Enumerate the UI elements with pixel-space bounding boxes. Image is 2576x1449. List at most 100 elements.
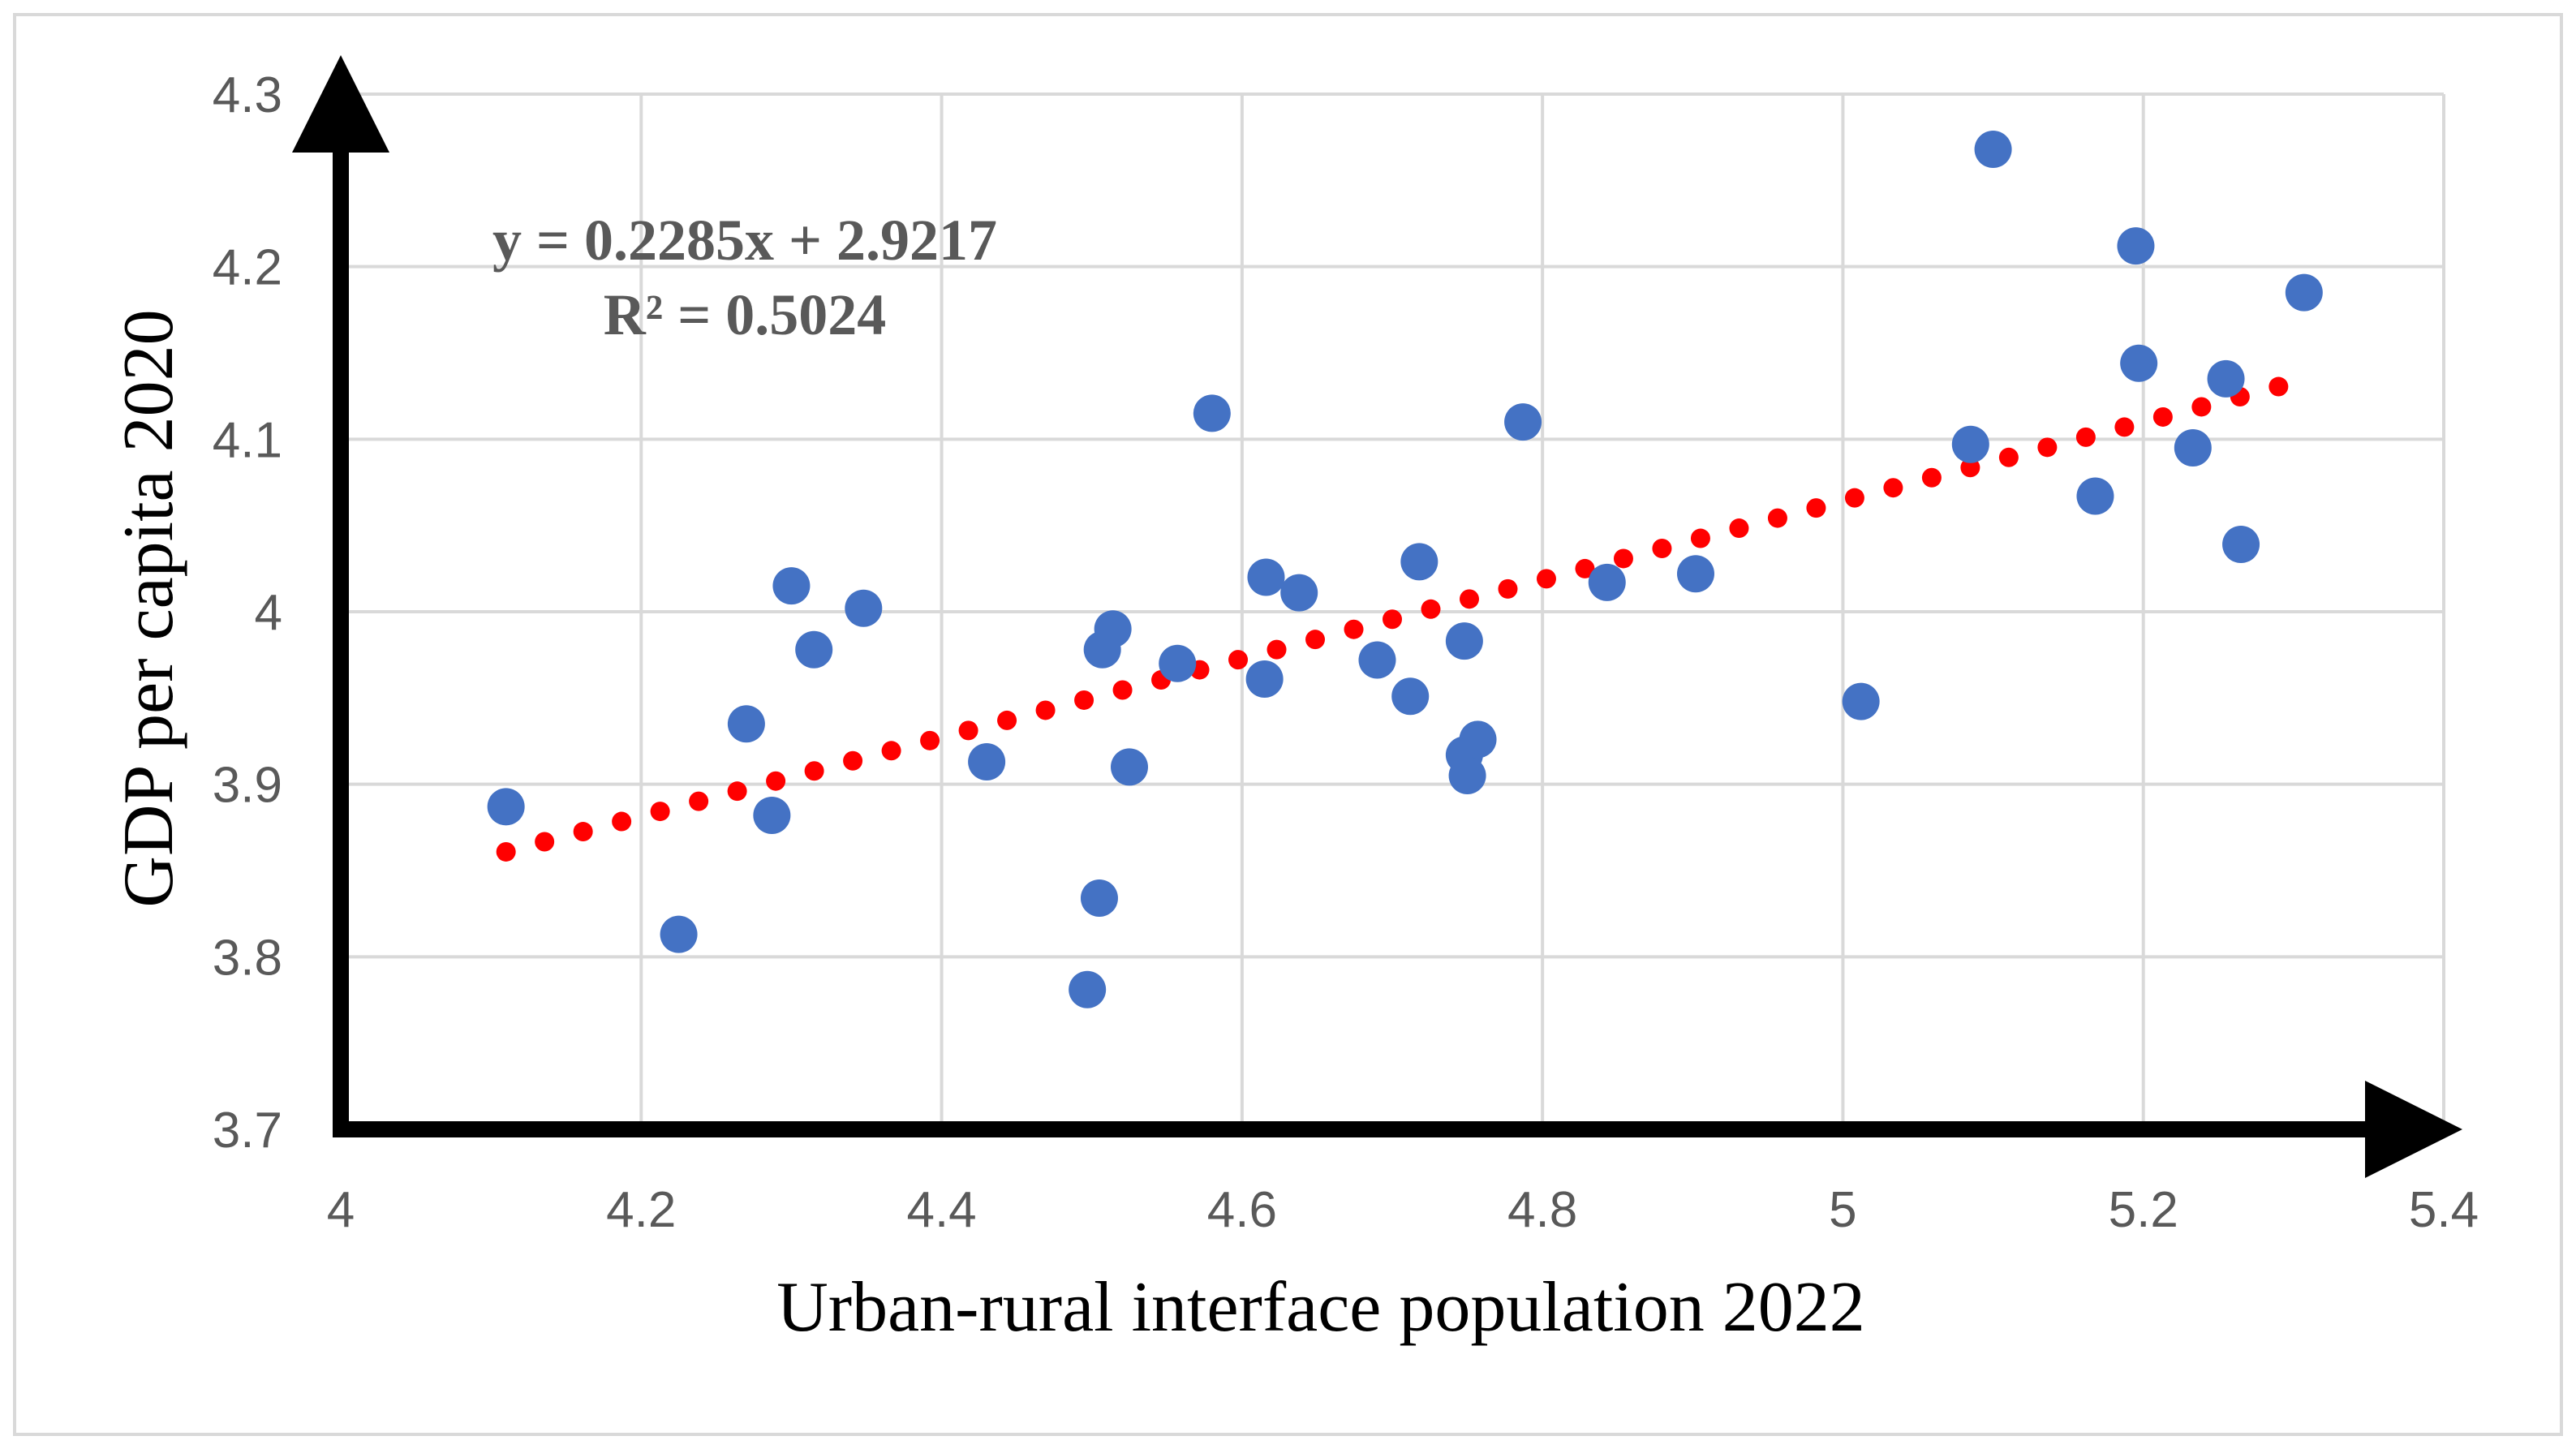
trendline-dot [1112, 680, 1133, 700]
trendline-dot [650, 802, 670, 822]
data-point-1 [487, 788, 525, 826]
trendline-dot [1305, 630, 1326, 650]
y-tick-label-0: 3.7 [213, 1103, 282, 1159]
trendline-dot [881, 741, 901, 761]
data-point-3 [727, 705, 765, 743]
data-point-26 [1504, 403, 1542, 441]
data-point-9 [1069, 970, 1107, 1008]
trendline-dot [804, 761, 824, 781]
data-point-15 [1193, 394, 1231, 432]
data-point-21 [1400, 543, 1439, 581]
y-tick-label-5: 4.2 [213, 240, 282, 296]
trendline-dot [843, 750, 863, 771]
x-tick-label-4: 4.8 [1507, 1182, 1577, 1238]
trendline-dot [535, 832, 555, 852]
x-tick-label-6: 5.2 [2109, 1182, 2178, 1238]
trendline-dot [1383, 609, 1402, 630]
x-tick-label-1: 4.2 [606, 1182, 676, 1238]
x-tick-label-2: 4.4 [906, 1182, 976, 1238]
trendline-dot [2114, 417, 2135, 437]
x-tick-label-5: 5 [1829, 1182, 1856, 1238]
trendline-dot [1344, 619, 1364, 639]
trendline-dot [573, 822, 593, 842]
trendline-dot [2191, 397, 2212, 417]
data-point-2 [660, 915, 698, 953]
data-point-17 [1247, 558, 1285, 596]
y-tick-label-4: 4.1 [213, 412, 282, 468]
trendline-dot [958, 720, 978, 741]
trendline-dot [1998, 447, 2019, 467]
x-tick-label-7: 5.4 [2409, 1182, 2479, 1238]
data-points [487, 131, 2323, 1008]
data-point-6 [795, 630, 833, 669]
data-point-13 [1111, 748, 1148, 786]
trendline-dot [2037, 437, 2058, 458]
trendline-dot [2152, 406, 2173, 427]
trendline-dot [997, 710, 1017, 730]
x-tick-label-0: 4 [327, 1182, 355, 1238]
data-point-29 [1842, 682, 1880, 720]
data-point-24 [1448, 757, 1486, 795]
y-axis-title: GDP per capita 2020 [110, 309, 188, 907]
data-point-37 [2222, 526, 2260, 564]
trendline-dot [1921, 467, 1942, 488]
trendline-dot [766, 771, 786, 791]
trendline-dot [496, 841, 516, 862]
data-point-4 [753, 796, 791, 834]
trendline-dot [2269, 376, 2289, 397]
trendline-r-squared: R² = 0.5024 [604, 282, 887, 347]
trendline-dot [1613, 548, 1633, 569]
trendline-dot [1228, 650, 1249, 670]
data-point-36 [2207, 359, 2245, 398]
data-point-20 [1391, 677, 1430, 716]
trendline-dot [1421, 599, 1441, 619]
y-tick-label-3: 4 [255, 585, 282, 641]
y-tick-label-2: 3.9 [213, 758, 282, 814]
data-point-30 [1951, 425, 1989, 463]
trendline-dot [1459, 589, 1479, 609]
data-point-7 [845, 589, 883, 627]
data-point-5 [772, 567, 811, 605]
trendline [496, 376, 2289, 862]
trendline-equation: y = 0.2285x + 2.9217 [492, 208, 997, 273]
trendline-dot [689, 791, 709, 811]
trendline-dot [1652, 538, 1672, 558]
x-tick-label-3: 4.6 [1207, 1182, 1277, 1238]
data-point-27 [1588, 563, 1626, 601]
y-tick-label-1: 3.8 [213, 930, 282, 986]
data-point-12 [1094, 610, 1132, 648]
data-point-35 [2174, 428, 2212, 467]
data-point-14 [1159, 644, 1197, 682]
trendline-dot [1690, 528, 1710, 548]
trendline-dot [612, 811, 632, 832]
data-point-25 [1459, 720, 1497, 759]
y-tick-labels: 3.7 3.8 3.9 4 4.1 4.2 4.3 [213, 67, 282, 1159]
data-point-28 [1676, 555, 1714, 593]
trendline-dot [920, 730, 940, 750]
data-point-33 [2117, 227, 2155, 265]
trendline-dot [1035, 700, 1056, 720]
trendline-dot [1575, 558, 1595, 578]
data-point-16 [1245, 660, 1284, 698]
trendline-dot [1074, 690, 1094, 710]
data-point-19 [1358, 641, 1396, 679]
data-point-31 [1974, 131, 2012, 169]
data-point-32 [2076, 477, 2114, 515]
trendline-dot [1266, 639, 1287, 660]
data-point-10 [1080, 879, 1118, 918]
data-point-22 [1445, 622, 1483, 660]
x-axis-title: Urban-rural interface population 2022 [776, 1268, 1864, 1347]
trendline-dot [2075, 427, 2096, 447]
chart-border [13, 13, 2563, 1436]
trendline-dot [1767, 508, 1787, 528]
trendline-dot [1729, 518, 1749, 539]
trendline-dot [1960, 458, 1980, 478]
trendline-dot [1883, 478, 1903, 498]
trendline-dot [1806, 498, 1826, 518]
trendline-dot [1844, 488, 1864, 508]
data-point-18 [1280, 574, 1318, 612]
data-point-38 [2285, 273, 2323, 312]
trendline-dot [1536, 569, 1556, 589]
